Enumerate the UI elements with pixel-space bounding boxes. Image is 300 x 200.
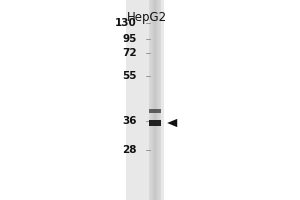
Bar xyxy=(126,0,164,200)
Bar xyxy=(151,0,152,200)
Text: 95: 95 xyxy=(122,34,136,44)
Bar xyxy=(159,0,160,200)
Bar xyxy=(149,0,150,200)
Bar xyxy=(152,0,153,200)
Text: 28: 28 xyxy=(122,145,136,155)
Bar xyxy=(150,0,151,200)
Text: 72: 72 xyxy=(122,48,136,58)
Text: 55: 55 xyxy=(122,71,136,81)
Bar xyxy=(158,0,159,200)
Bar xyxy=(160,0,161,200)
Bar xyxy=(153,0,154,200)
Text: 130: 130 xyxy=(115,18,136,28)
Bar xyxy=(157,0,158,200)
Bar xyxy=(148,0,149,200)
Bar xyxy=(148,120,160,126)
Bar xyxy=(154,0,155,200)
Text: 36: 36 xyxy=(122,116,136,126)
Text: HepG2: HepG2 xyxy=(127,11,167,24)
Bar xyxy=(148,109,160,113)
Bar xyxy=(156,0,157,200)
Bar xyxy=(155,0,156,200)
Bar xyxy=(148,0,160,200)
